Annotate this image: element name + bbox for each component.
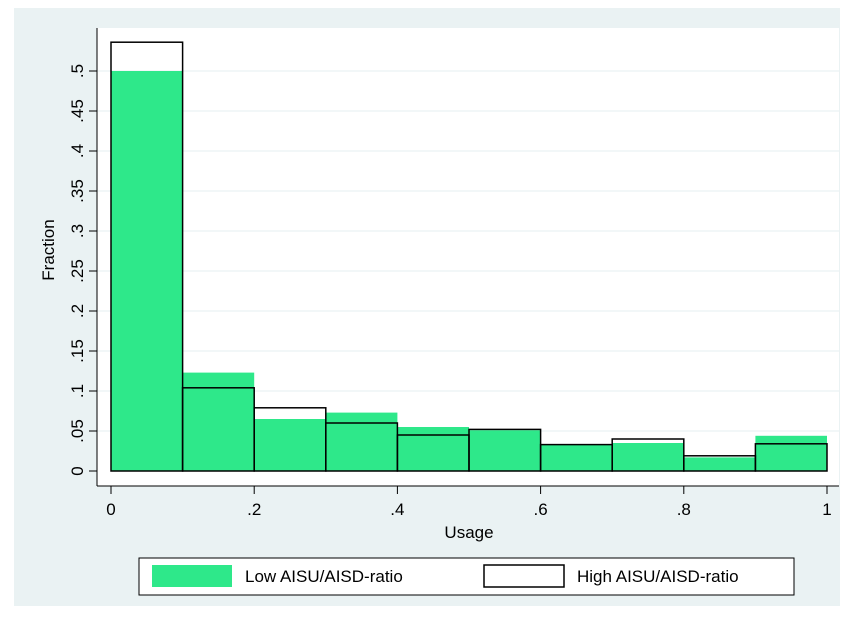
x-tick-label: 0	[106, 500, 115, 519]
bar-high-ratio	[754, 443, 828, 472]
bar-low-ratio	[612, 443, 684, 471]
bar-low-ratio	[325, 412, 398, 471]
y-tick-label: .05	[68, 419, 87, 443]
y-tick-label: .2	[68, 304, 87, 318]
x-tick-label: .6	[534, 500, 548, 519]
bar-low-ratio	[540, 444, 613, 471]
x-tick-label: .8	[677, 500, 691, 519]
legend-swatch-high	[483, 564, 565, 588]
legend-label-high: High AISU/AISD-ratio	[577, 567, 739, 586]
y-tick-label: .1	[68, 384, 87, 398]
x-tick-label: .2	[247, 500, 261, 519]
x-tick-label: 1	[822, 500, 831, 519]
y-tick-label: .5	[68, 64, 87, 78]
y-tick-label: .3	[68, 224, 87, 238]
y-axis-title: Fraction	[39, 219, 58, 280]
bar-low-ratio	[182, 372, 255, 471]
series-low-ratio-bars	[111, 71, 827, 471]
x-tick-label: .4	[390, 500, 404, 519]
x-ticks: 0 .2 .4 .6 .8 1	[106, 486, 832, 519]
legend-label-low: Low AISU/AISD-ratio	[245, 567, 403, 586]
y-tick-label: .45	[68, 99, 87, 123]
y-ticks: 0 .05 .1 .15 .2 .25 .3 .35 .4 .45 .5	[68, 64, 97, 476]
series-high-ratio-bars	[110, 41, 828, 472]
bar-low-ratio	[397, 427, 469, 471]
legend: Low AISU/AISD-ratio High AISU/AISD-ratio	[138, 557, 795, 596]
y-tick-label: .4	[68, 144, 87, 158]
y-tick-label: .15	[68, 339, 87, 363]
bar-low-ratio	[111, 71, 183, 471]
legend-box	[138, 557, 795, 596]
y-tick-label: .35	[68, 179, 87, 203]
axes	[96, 28, 839, 487]
gridlines	[97, 70, 839, 432]
bar-high-ratio	[611, 438, 685, 472]
bar-low-ratio	[755, 435, 827, 471]
bar-low-ratio	[683, 457, 756, 471]
y-tick-label: .25	[68, 259, 87, 283]
bar-high-ratio	[110, 41, 184, 472]
y-tick-label: 0	[68, 466, 87, 475]
bar-low-ratio	[469, 430, 541, 471]
bar-low-ratio	[254, 419, 326, 471]
x-axis-title: Usage	[444, 523, 493, 542]
legend-swatch-low	[152, 565, 232, 587]
